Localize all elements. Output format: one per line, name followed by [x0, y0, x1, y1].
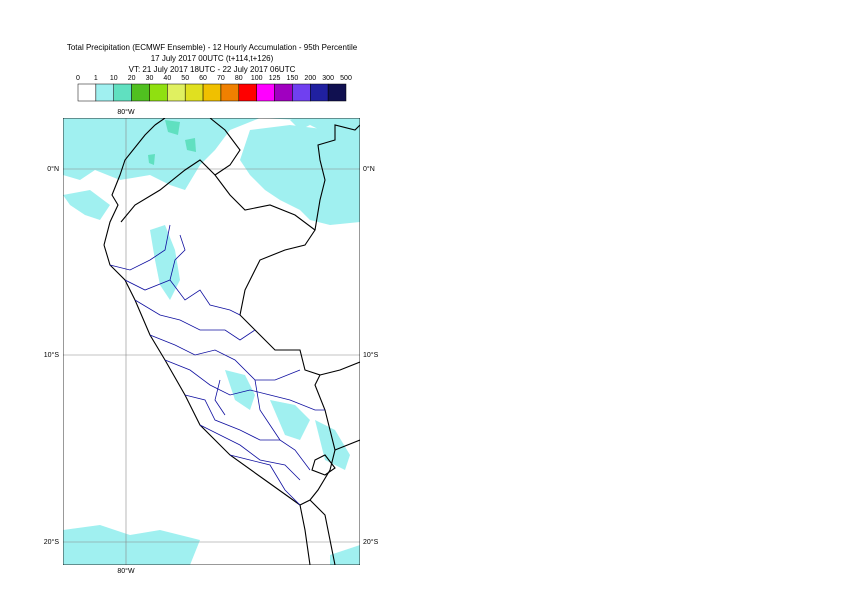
lat-label: 20°S: [363, 538, 379, 546]
legend-label: 500: [340, 75, 352, 82]
legend-swatch: [95, 83, 114, 102]
lat-label: 10°S: [44, 351, 60, 359]
legend-swatch: [113, 83, 132, 102]
legend-swatch: [131, 83, 150, 102]
grid-lines: [63, 118, 360, 565]
legend-label: 0: [76, 75, 80, 82]
region-borders: [109, 224, 325, 506]
legend-label: 50: [181, 75, 189, 82]
legend-swatch: [149, 83, 168, 102]
title: Total Precipitation (ECMWF Ensemble) - 1…: [67, 43, 358, 52]
legend-label: 80: [235, 75, 243, 82]
legend: 0 1 10 20 30 40 50 60 70 80 100 125 150 200 300 500: [76, 75, 352, 102]
lat-label: 0°N: [363, 165, 375, 173]
legend-swatch: [202, 83, 222, 102]
legend-swatch: [167, 83, 186, 102]
legend-label: 1: [94, 75, 98, 82]
legend-label: 125: [269, 75, 281, 82]
legend-label: 60: [199, 75, 207, 82]
legend-swatch: [220, 83, 240, 102]
legend-label: 30: [146, 75, 154, 82]
precip-area: [63, 118, 360, 565]
lon-label: 80°W: [117, 567, 135, 575]
legend-label: 100: [251, 75, 263, 82]
axis-labels: 80°W 80°W 0°N 0°N 10°S 10°S 20°S 20°S: [44, 108, 379, 575]
lon-label: 80°W: [117, 108, 135, 116]
legend-label: 40: [163, 75, 171, 82]
legend-label: 150: [287, 75, 299, 82]
lat-label: 20°S: [44, 538, 60, 546]
legend-label: 300: [322, 75, 334, 82]
legend-label: 200: [304, 75, 316, 82]
base-time: 17 July 2017 00UTC (t+114,t+126): [151, 54, 274, 63]
map: [63, 118, 360, 565]
legend-swatch: [292, 83, 311, 102]
legend-swatch: [77, 83, 97, 102]
legend-swatch: [184, 83, 204, 102]
legend-swatch: [310, 83, 329, 102]
legend-label: 70: [217, 75, 225, 82]
lat-label: 10°S: [363, 351, 379, 359]
legend-label: 10: [110, 75, 118, 82]
legend-swatch: [274, 83, 293, 102]
lat-label: 0°N: [47, 165, 59, 173]
legend-swatch: [238, 83, 257, 102]
legend-swatch: [256, 83, 275, 102]
legend-swatch: [327, 83, 347, 102]
valid-time: VT: 21 July 2017 18UTC - 22 July 2017 06…: [129, 65, 296, 74]
legend-label: 20: [128, 75, 136, 82]
